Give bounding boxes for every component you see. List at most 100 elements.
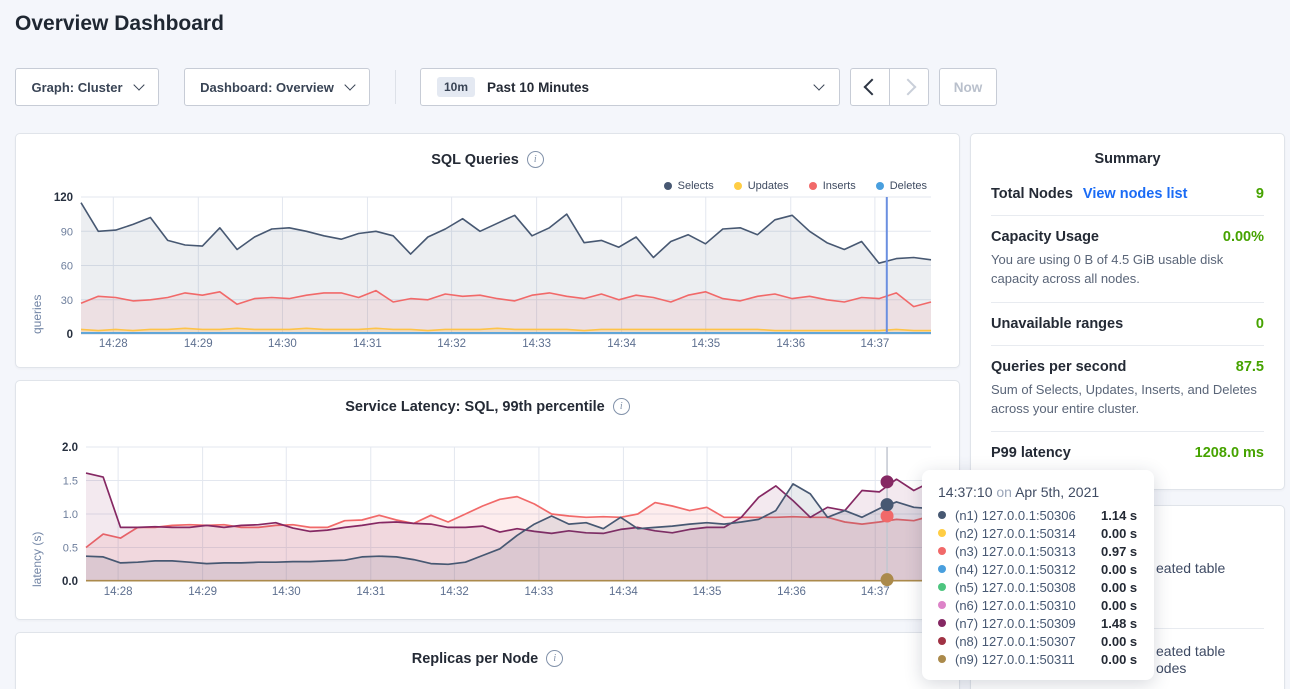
info-icon[interactable]: i	[612, 398, 630, 415]
svg-text:14:31: 14:31	[353, 338, 382, 350]
svg-text:14:33: 14:33	[522, 338, 551, 350]
svg-text:14:34: 14:34	[607, 338, 636, 350]
unavailable-ranges-value: 0	[1255, 315, 1264, 332]
svg-text:14:34: 14:34	[609, 586, 638, 598]
graph-dropdown[interactable]: Graph: Cluster	[15, 68, 159, 106]
service-latency-chart[interactable]: 14:28 14:29 14:30 14:31 14:32 14:33 14:34 14:35…	[16, 437, 961, 615]
chevron-left-icon	[863, 78, 880, 96]
total-nodes-value: 9	[1255, 186, 1264, 202]
replicas-title-row: Replicas per Node i	[16, 633, 959, 667]
legend-item: Selects	[663, 180, 714, 192]
dashboard-dropdown[interactable]: Dashboard: Overview	[184, 68, 370, 106]
queries-per-second-label: Queries per second	[991, 358, 1127, 375]
svg-text:14:28: 14:28	[104, 586, 133, 598]
svg-text:0.5: 0.5	[63, 543, 78, 555]
svg-text:30: 30	[61, 295, 73, 307]
event-text-fragment: eated table	[1156, 560, 1226, 576]
node-color-dot-icon	[938, 637, 946, 645]
svg-text:14:36: 14:36	[776, 338, 805, 350]
page-title: Overview Dashboard	[15, 12, 224, 35]
svg-text:14:35: 14:35	[693, 586, 722, 598]
prev-range-button[interactable]	[850, 68, 890, 106]
legend-item: Inserts	[808, 180, 856, 192]
tooltip-row: (n8) 127.0.0.1:50307 0.00 s	[938, 632, 1138, 650]
sql-queries-chart[interactable]: 14:28 14:29 14:30 14:31 14:32 14:33 14:34 14:35…	[16, 190, 961, 365]
summary-row-p99: P99 latency 1208.0 ms	[991, 432, 1264, 474]
summary-row-unavailable: Unavailable ranges 0	[991, 303, 1264, 346]
now-button[interactable]: Now	[939, 68, 997, 106]
next-range-button[interactable]	[889, 68, 929, 106]
queries-per-second-desc: Sum of Selects, Updates, Inserts, and De…	[991, 381, 1257, 416]
chevron-down-icon	[344, 79, 356, 91]
event-text-fragment: eated table	[1156, 643, 1226, 659]
summary-row-qps: Queries per second 87.5 Sum of Selects, …	[991, 346, 1264, 433]
legend-item: Updates	[733, 180, 789, 192]
time-range-label: Past 10 Minutes	[487, 79, 590, 95]
info-icon[interactable]: i	[546, 650, 564, 667]
view-nodes-list-link[interactable]: View nodes list	[1082, 186, 1188, 202]
info-icon[interactable]: i	[526, 151, 544, 168]
tooltip-row: (n6) 127.0.0.1:50310 0.00 s	[938, 596, 1138, 614]
time-range-picker[interactable]: 10m Past 10 Minutes	[420, 68, 840, 106]
p99-latency-value: 1208.0 ms	[1194, 445, 1264, 462]
svg-text:14:29: 14:29	[188, 586, 217, 598]
sql-queries-title-row: SQL Queries i	[16, 134, 959, 168]
replicas-per-node-card: Replicas per Node i	[15, 632, 960, 689]
summary-row-total-nodes: Total Nodes View nodes list 9	[991, 173, 1264, 216]
node-color-dot-icon	[938, 619, 946, 627]
capacity-usage-desc: You are using 0 B of 4.5 GiB usable disk…	[991, 252, 1224, 286]
legend-dot-icon	[733, 182, 742, 190]
node-color-dot-icon	[938, 511, 946, 519]
svg-text:14:30: 14:30	[272, 586, 301, 598]
service-latency-card: Service Latency: SQL, 99th percentile i …	[15, 380, 960, 620]
legend-dot-icon	[663, 182, 672, 190]
svg-text:14:28: 14:28	[99, 338, 128, 350]
legend-dot-icon	[875, 182, 884, 190]
time-range-badge: 10m	[437, 77, 476, 97]
dashboard-dropdown-label: Dashboard: Overview	[200, 79, 334, 95]
graph-dropdown-label: Graph: Cluster	[31, 79, 123, 95]
chevron-down-icon	[813, 79, 825, 91]
tooltip-row: (n3) 127.0.0.1:50313 0.97 s	[938, 542, 1138, 560]
summary-panel: Summary Total Nodes View nodes list 9 Ca…	[970, 133, 1285, 490]
chart-hover-tooltip: 14:37:10 on Apr 5th, 2021 (n1) 127.0.0.1…	[922, 470, 1154, 680]
svg-text:120: 120	[54, 192, 73, 204]
capacity-usage-value: 0.00%	[1222, 229, 1264, 245]
svg-text:14:33: 14:33	[525, 586, 554, 598]
replicas-per-node-title: Replicas per Node	[411, 650, 539, 667]
unavailable-ranges-label: Unavailable ranges	[991, 315, 1124, 332]
sql-queries-title: SQL Queries	[431, 151, 519, 168]
controls-divider	[395, 70, 396, 104]
capacity-usage-label: Capacity Usage	[991, 229, 1099, 245]
svg-text:14:31: 14:31	[356, 586, 385, 598]
svg-text:14:29: 14:29	[184, 338, 213, 350]
tooltip-row: (n7) 127.0.0.1:50309 1.48 s	[938, 614, 1138, 632]
legend-item: Deletes	[875, 180, 927, 192]
svg-text:2.0: 2.0	[62, 442, 78, 454]
event-text-fragment: odes	[1156, 660, 1187, 676]
svg-text:14:37: 14:37	[861, 586, 890, 598]
tooltip-row: (n4) 127.0.0.1:50312 0.00 s	[938, 560, 1138, 578]
node-color-dot-icon	[938, 529, 946, 537]
tooltip-row: (n1) 127.0.0.1:50306 1.14 s	[938, 506, 1138, 524]
chevron-down-icon	[132, 79, 145, 91]
tooltip-node-rows: (n1) 127.0.0.1:50306 1.14 s (n2) 127.0.0.1…	[938, 506, 1138, 668]
sql-queries-legend: Selects Updates Inserts Deletes	[663, 180, 927, 192]
svg-text:14:35: 14:35	[691, 338, 720, 350]
service-latency-title-row: Service Latency: SQL, 99th percentile i	[16, 381, 959, 415]
node-color-dot-icon	[938, 655, 946, 663]
total-nodes-label: Total Nodes	[991, 186, 1073, 202]
svg-text:14:30: 14:30	[268, 338, 297, 350]
sql-queries-card: SQL Queries i Selects Updates Inserts Delet…	[15, 133, 960, 368]
svg-text:0.0: 0.0	[62, 576, 78, 588]
svg-text:14:32: 14:32	[440, 586, 469, 598]
tooltip-row: (n2) 127.0.0.1:50314 0.00 s	[938, 524, 1138, 542]
chevron-right-icon	[899, 78, 916, 96]
svg-text:14:36: 14:36	[777, 586, 806, 598]
svg-text:1.5: 1.5	[63, 476, 78, 488]
node-color-dot-icon	[938, 547, 946, 555]
svg-text:14:32: 14:32	[437, 338, 466, 350]
svg-text:60: 60	[61, 261, 73, 273]
legend-dot-icon	[808, 182, 817, 190]
